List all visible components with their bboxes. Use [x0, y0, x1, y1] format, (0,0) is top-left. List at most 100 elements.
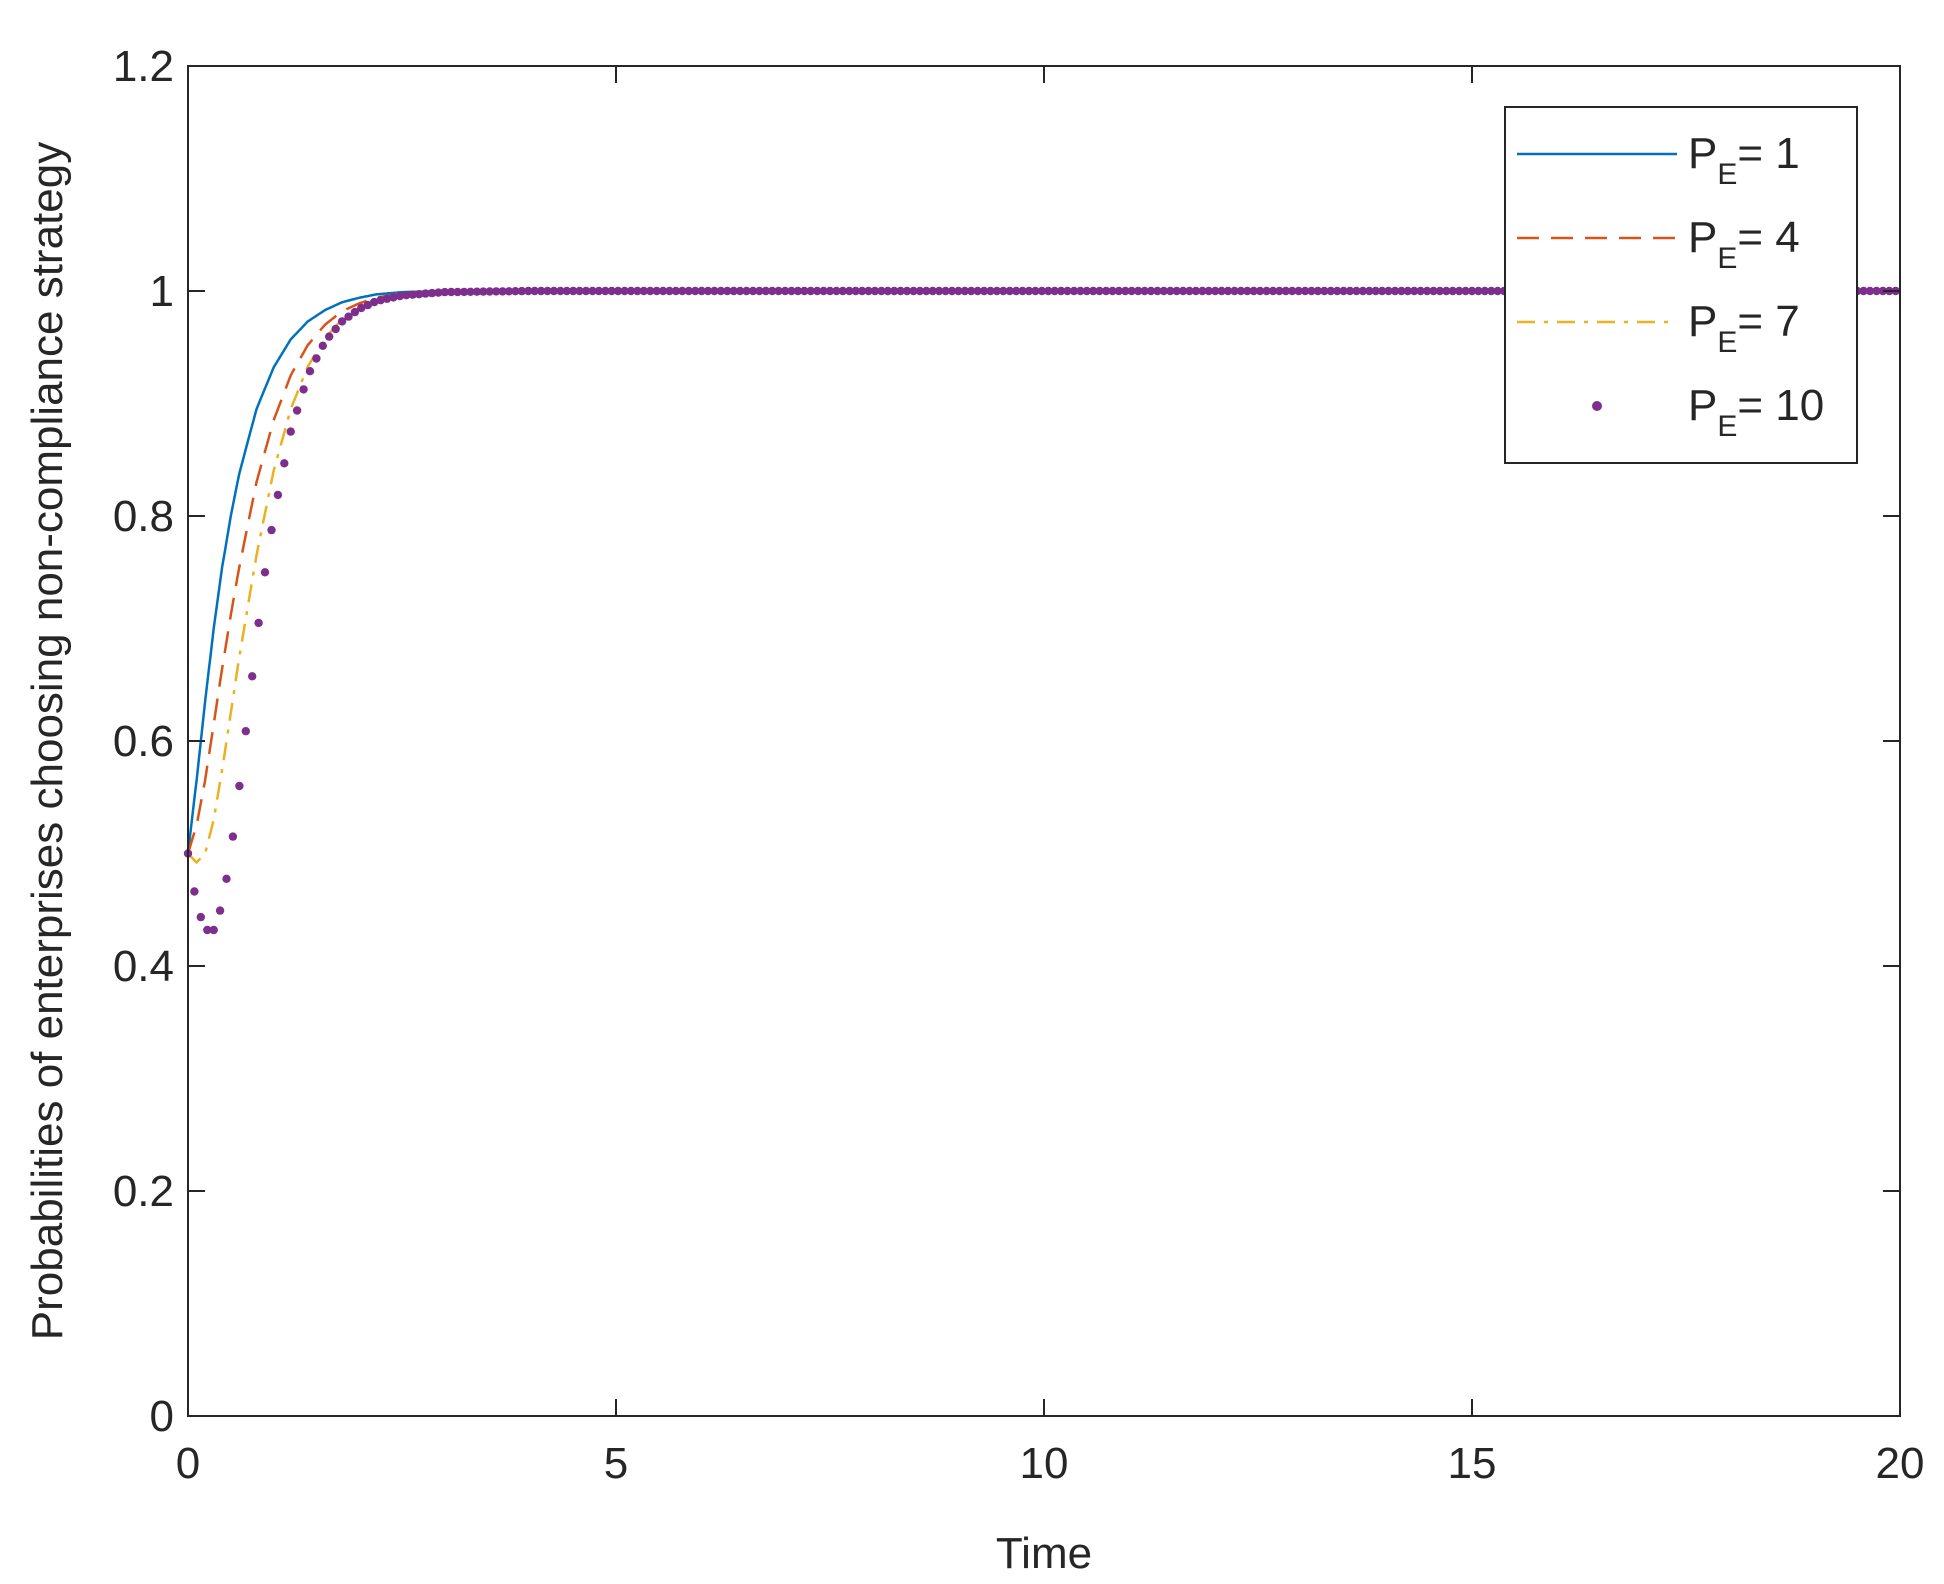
series-point [389, 293, 398, 302]
series-point [646, 286, 655, 296]
series-point [536, 286, 546, 296]
y-tick-label: 0.6 [113, 717, 174, 766]
series-point [1384, 286, 1393, 296]
series-point [1365, 286, 1374, 296]
series-point [414, 290, 424, 299]
x-tick-label: 15 [1448, 1439, 1497, 1488]
series-point [485, 287, 494, 296]
series-point [524, 286, 533, 296]
series-point [934, 286, 944, 296]
series-point [768, 286, 777, 296]
series-point [190, 887, 199, 896]
series-point [755, 286, 764, 296]
series-point [350, 307, 360, 317]
series-point [761, 286, 770, 296]
x-tick-label: 0 [176, 1439, 200, 1488]
series-point [967, 286, 976, 296]
series-point [1127, 286, 1136, 296]
series-point [286, 427, 295, 436]
series-point [504, 287, 514, 296]
series-point [1268, 286, 1278, 296]
series-point [607, 286, 616, 296]
series-point [562, 286, 571, 296]
series-point [883, 286, 892, 296]
series-point [1493, 286, 1502, 296]
series-point [1358, 286, 1368, 296]
series-point [1352, 286, 1361, 296]
x-tick-label: 5 [604, 1439, 628, 1488]
series-point [1467, 286, 1477, 296]
series-point [280, 459, 289, 468]
series-point [1223, 286, 1233, 296]
legend-item: PE= 10 [1592, 381, 1824, 443]
series-point [1114, 286, 1124, 296]
series-point [1063, 286, 1072, 296]
series-point [549, 286, 559, 296]
series-point [703, 286, 713, 296]
y-axis-title: Probabilities of enterprises choosing no… [23, 142, 72, 1340]
series-point [479, 287, 488, 296]
series-point [1320, 286, 1329, 296]
series-point [1243, 286, 1252, 296]
series-point [813, 286, 822, 296]
series-point [1024, 286, 1034, 296]
series-point [492, 287, 501, 296]
series-point [1076, 286, 1085, 296]
series-point [1191, 286, 1201, 296]
series-point [402, 291, 411, 300]
series-point [1185, 286, 1194, 296]
series-point [1487, 286, 1496, 296]
series-point [594, 286, 604, 296]
series-point [1005, 286, 1014, 296]
series-point [800, 286, 809, 296]
series-point [1166, 286, 1175, 296]
series-point [735, 286, 745, 296]
series-point [1307, 286, 1316, 296]
series-point [447, 287, 456, 297]
series-point [748, 286, 758, 296]
series-point [292, 406, 302, 415]
series-point [1172, 286, 1181, 296]
series-point [1300, 286, 1310, 296]
series-point [960, 286, 969, 296]
series-point [395, 291, 405, 301]
series-point [665, 286, 674, 296]
series-point [1878, 286, 1888, 296]
series-point [1031, 286, 1040, 296]
series-point [620, 286, 629, 296]
series-point [774, 286, 783, 296]
series-point [819, 286, 828, 296]
series-point [864, 286, 873, 296]
series-point [575, 286, 584, 296]
series-point [633, 286, 642, 296]
series-point [870, 286, 880, 296]
series-point [838, 286, 847, 296]
series-point [954, 286, 963, 296]
series-point [1056, 286, 1066, 296]
series-point [1018, 286, 1027, 296]
series-point [896, 286, 905, 296]
series-point [1262, 286, 1271, 296]
series-point [1410, 286, 1419, 296]
series-point [1422, 286, 1432, 296]
series-point [1230, 286, 1239, 296]
series-point [1313, 286, 1323, 296]
series-point [697, 286, 706, 296]
series-point [678, 286, 687, 296]
series-point [723, 286, 732, 296]
x-tick-label: 10 [1020, 1439, 1069, 1488]
series-point [1178, 286, 1188, 296]
legend-item: PE= 4 [1517, 213, 1800, 275]
series-point [1872, 286, 1881, 296]
legend-label: PE= 10 [1688, 381, 1824, 443]
series-point [626, 286, 636, 296]
series-point [569, 286, 578, 296]
series-point [639, 286, 648, 296]
series-point [421, 289, 430, 298]
series-point [1204, 286, 1214, 296]
series-point [1153, 286, 1162, 296]
series-point [305, 367, 315, 376]
series-point [498, 287, 507, 296]
series-point [1050, 286, 1059, 296]
series-point [658, 286, 668, 296]
